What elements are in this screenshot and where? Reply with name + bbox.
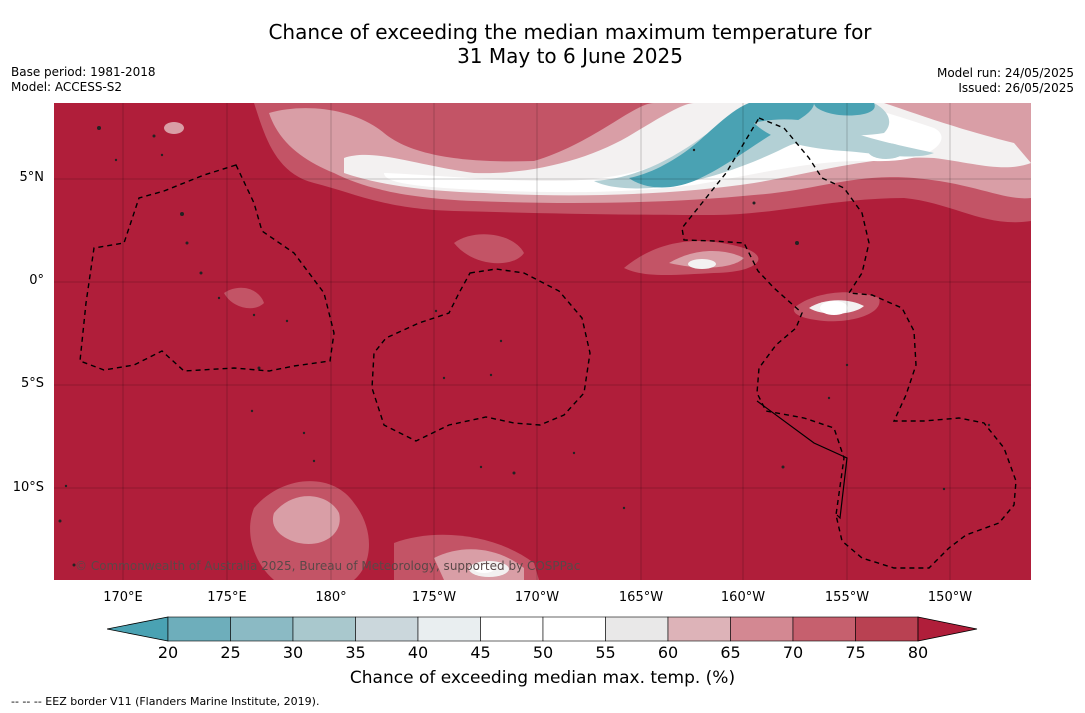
lon-label-170w: 170°W	[514, 590, 560, 605]
lat-label-5n: 5°N	[19, 170, 45, 185]
colorbar-segment	[855, 616, 919, 642]
meta-left: Base period: 1981-2018 Model: ACCESS-S2	[11, 65, 156, 95]
model-run: Model run: 24/05/2025	[936, 66, 1074, 80]
colorbar-tick-label: 75	[845, 643, 866, 662]
colorbar-segment	[480, 616, 544, 642]
colorbar-segment	[417, 616, 481, 642]
lon-label-160w: 160°W	[720, 590, 766, 605]
colorbar-tick-label: 45	[470, 643, 491, 662]
colorbar-tick-label: 35	[345, 643, 366, 662]
issued-date: Issued: 26/05/2025	[958, 81, 1074, 95]
lat-label-5s: 5°S	[20, 376, 44, 391]
colorbar-tick-label: 80	[907, 643, 929, 662]
colorbar-segment	[605, 616, 669, 642]
lon-label-150w: 150°W	[927, 590, 973, 605]
title-line-2: 31 May to 6 June 2025	[457, 44, 683, 68]
colorbar-tick-label: 50	[532, 643, 554, 662]
base-period: Base period: 1981-2018	[11, 65, 156, 79]
lon-label-170e: 170°E	[103, 590, 143, 605]
colorbar-segment	[355, 616, 419, 642]
model-name: Model: ACCESS-S2	[11, 80, 123, 94]
central-patches	[224, 234, 880, 322]
title-line-1: Chance of exceeding the median maximum t…	[268, 20, 872, 44]
northern-band	[164, 103, 1031, 223]
lat-label-10s: 10°S	[12, 480, 44, 495]
lon-label-175w: 175°W	[411, 590, 457, 605]
graticule	[54, 103, 1031, 580]
colorbar-segment	[792, 616, 856, 642]
colorbar-segment	[542, 616, 606, 642]
colorbar-segment	[230, 616, 294, 642]
colorbar-tick-label: 30	[282, 643, 304, 662]
colorbar-over-arrow	[917, 616, 978, 642]
southern-patches	[250, 481, 539, 580]
map-title: Chance of exceeding the median maximum t…	[0, 20, 1085, 68]
islands	[58, 126, 991, 567]
colorbar-svg	[106, 616, 978, 642]
map-panel	[54, 103, 1031, 580]
colorbar-tick-label: 55	[595, 643, 616, 662]
colorbar-tick-label: 40	[407, 643, 429, 662]
colorbar-segment	[167, 616, 231, 642]
lon-label-155w: 155°W	[824, 590, 870, 605]
colorbar-segment	[667, 616, 731, 642]
colorbar-tick-label: 65	[720, 643, 741, 662]
colorbar-tick-label: 60	[657, 643, 679, 662]
lon-label-180: 180°	[315, 590, 347, 605]
colorbar	[106, 616, 979, 642]
colorbar-tick-label: 20	[157, 643, 179, 662]
lon-label-165w: 165°W	[618, 590, 664, 605]
meta-right: Model run: 24/05/2025 Issued: 26/05/2025	[937, 66, 1074, 96]
colorbar-segment	[292, 616, 356, 642]
colorbar-tick-label: 25	[220, 643, 241, 662]
colorbar-title: Chance of exceeding median max. temp. (%…	[349, 668, 736, 688]
colorbar-segment	[730, 616, 794, 642]
lat-label-0: 0°	[29, 273, 44, 288]
colorbar-tick-label: 70	[782, 643, 804, 662]
solid-border	[756, 400, 848, 520]
colorbar-under-arrow	[106, 616, 169, 642]
eez-borders	[79, 117, 1017, 569]
map-svg	[54, 103, 1031, 580]
copyright-text: © Commonwealth of Australia 2025, Bureau…	[75, 559, 581, 573]
lon-label-175e: 175°E	[207, 590, 247, 605]
eez-footnote: -- -- -- EEZ border V11 (Flanders Marine…	[11, 695, 320, 708]
